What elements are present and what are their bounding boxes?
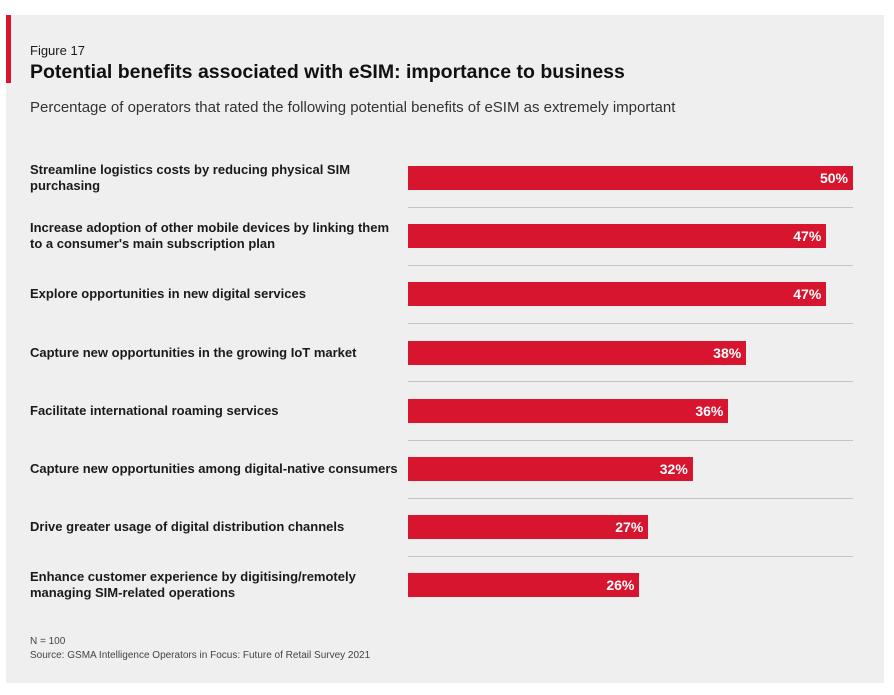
sample-size-note: N = 100 <box>30 636 66 647</box>
row-divider <box>408 381 853 383</box>
bar-row: Drive greater usage of digital distribut… <box>0 498 894 556</box>
bar-row: Capture new opportunities among digital-… <box>0 440 894 498</box>
bar-row: Explore opportunities in new digital ser… <box>0 265 894 323</box>
bar-row: Capture new opportunities in the growing… <box>0 324 894 382</box>
category-label: Explore opportunities in new digital ser… <box>30 286 306 302</box>
row-divider <box>408 555 853 557</box>
category-label: Increase adoption of other mobile device… <box>30 220 390 252</box>
category-label: Enhance customer experience by digitisin… <box>30 569 356 601</box>
row-divider <box>408 439 853 441</box>
category-label: Capture new opportunities in the growing… <box>30 344 357 360</box>
accent-bar <box>6 15 11 83</box>
bar-value-label: 47% <box>793 286 822 303</box>
chart-title: Potential benefits associated with eSIM:… <box>30 61 625 83</box>
row-divider <box>408 206 853 208</box>
bar: 26% <box>408 573 640 598</box>
category-label: Facilitate international roaming service… <box>30 402 279 418</box>
bar-row: Streamline logistics costs by reducing p… <box>0 149 894 207</box>
bar: 47% <box>408 224 827 249</box>
bar-value-label: 27% <box>615 519 644 536</box>
bar-value-label: 47% <box>793 228 822 245</box>
bar-value-label: 36% <box>695 402 724 419</box>
bar-row: Increase adoption of other mobile device… <box>0 207 894 265</box>
row-divider <box>408 497 853 499</box>
figure-label: Figure 17 <box>30 43 85 58</box>
bar: 47% <box>408 282 827 307</box>
row-divider <box>408 323 853 325</box>
bar: 50% <box>408 166 853 190</box>
row-divider <box>408 264 853 266</box>
bar-row: Enhance customer experience by digitisin… <box>0 556 894 614</box>
bar-value-label: 50% <box>819 170 848 186</box>
bar-value-label: 32% <box>659 461 688 477</box>
category-label: Capture new opportunities among digital-… <box>30 461 398 476</box>
bar: 27% <box>408 515 649 540</box>
bar-value-label: 26% <box>606 577 635 594</box>
bar-value-label: 38% <box>713 344 742 361</box>
bar-row: Facilitate international roaming service… <box>0 382 894 440</box>
source-note: Source: GSMA Intelligence Operators in F… <box>30 650 371 661</box>
bar: 36% <box>408 398 729 423</box>
bar: 32% <box>408 457 693 481</box>
category-label: Streamline logistics costs by reducing p… <box>30 162 351 193</box>
bar: 38% <box>408 340 747 365</box>
chart-subtitle: Percentage of operators that rated the f… <box>30 99 676 116</box>
category-label: Drive greater usage of digital distribut… <box>30 519 345 535</box>
